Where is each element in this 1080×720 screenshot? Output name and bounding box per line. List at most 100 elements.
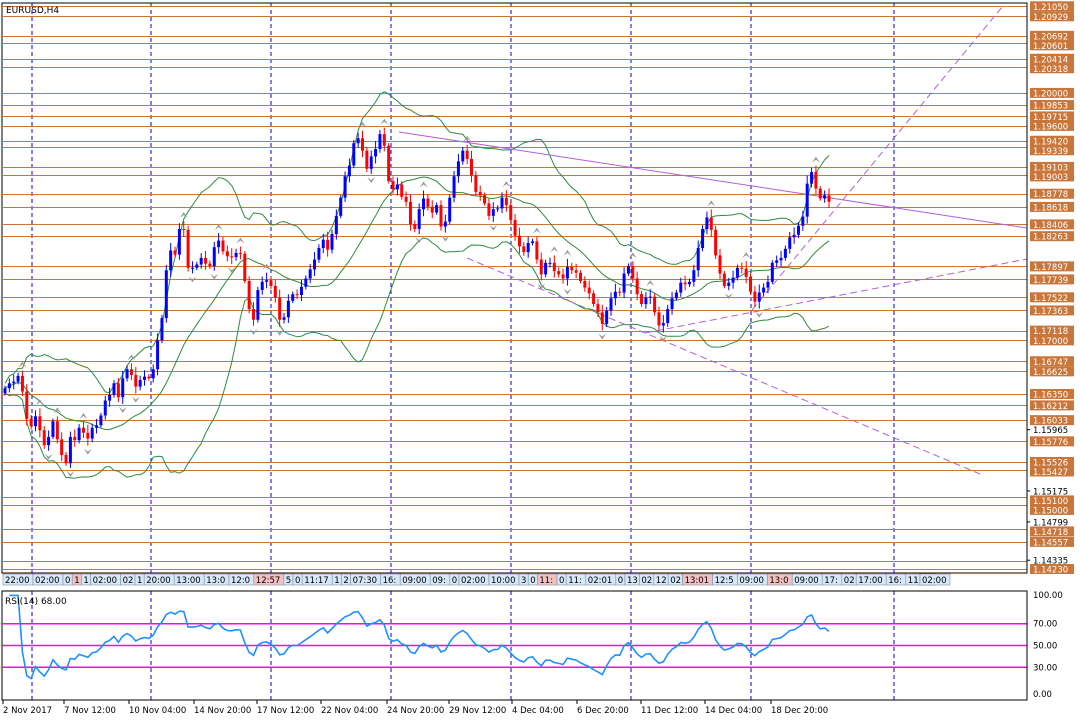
price-label: 1.20692 xyxy=(1033,32,1068,42)
candle-body xyxy=(217,240,221,248)
time-axis-label: 24 Nov 20:00 xyxy=(387,706,444,716)
candle-body xyxy=(47,436,51,446)
session-label: 1 xyxy=(74,576,79,586)
candle-body xyxy=(709,217,713,230)
candle-body xyxy=(465,150,469,159)
candle-body xyxy=(221,240,225,252)
price-label-box xyxy=(1030,456,1074,467)
price-label-box xyxy=(1030,305,1074,316)
candle-body xyxy=(195,264,199,268)
candle-body xyxy=(792,234,796,238)
candle-body xyxy=(622,273,626,293)
session-label: 09:00 xyxy=(402,576,427,586)
candle-body xyxy=(252,309,256,320)
price-label-box xyxy=(1030,135,1074,146)
session-label: 02:00 xyxy=(35,576,60,586)
candle-body xyxy=(12,381,16,384)
time-axis[interactable]: 2 Nov 2017 7 Nov 12:00 10 Nov 04:00 14 Nov … xyxy=(2,700,828,716)
price-label-box xyxy=(1030,504,1074,515)
price-label-box xyxy=(1030,335,1074,346)
candle-body xyxy=(334,215,338,234)
price-label: 1.19420 xyxy=(1033,137,1068,147)
candle-body xyxy=(613,291,617,299)
candle-body xyxy=(38,416,42,431)
candle-body xyxy=(186,229,190,268)
candle-body xyxy=(670,298,674,310)
session-label: 02 xyxy=(641,576,652,586)
price-label-box xyxy=(1030,53,1074,64)
candle-body xyxy=(635,278,639,295)
price-label-box xyxy=(1030,231,1074,242)
trend-line[interactable] xyxy=(466,257,981,475)
candle-body xyxy=(138,379,142,387)
price-label-box xyxy=(1030,436,1074,447)
trend-lines[interactable] xyxy=(398,5,1028,475)
price-label-box xyxy=(1030,274,1074,285)
price-label-box xyxy=(1030,415,1074,426)
session-label: 13:0 xyxy=(769,576,788,586)
session-label: 11:17 xyxy=(304,576,329,586)
fractal-down-icon xyxy=(131,396,140,403)
price-label-box xyxy=(1030,261,1074,272)
fractal-up-icon xyxy=(502,181,511,188)
candle-body xyxy=(526,243,530,253)
session-label: 1 xyxy=(334,576,339,586)
candle-body xyxy=(531,241,535,244)
candle-body xyxy=(626,266,630,274)
candle-body xyxy=(775,260,779,263)
session-label: 02 xyxy=(670,576,681,586)
candle-body xyxy=(714,229,718,256)
session-label: 02:00 xyxy=(922,576,947,586)
candle-body xyxy=(692,270,696,282)
price-label: 1.15427 xyxy=(1033,468,1068,478)
session-label: 0 xyxy=(559,576,564,586)
rsi-axis-label: 0.00 xyxy=(1033,690,1052,700)
candle-body xyxy=(129,369,133,376)
price-label-box xyxy=(1030,388,1074,399)
price-label: 1.20414 xyxy=(1033,55,1068,65)
candle-body xyxy=(827,195,831,202)
time-axis-label: 14 Nov 20:00 xyxy=(194,706,251,716)
trend-line[interactable] xyxy=(398,131,1028,229)
fractal-down-icon xyxy=(188,276,197,283)
price-label: 1.19103 xyxy=(1033,163,1068,173)
session-label: 17: xyxy=(824,576,838,586)
price-label-box xyxy=(1030,100,1074,111)
price-label: 1.21050 xyxy=(1033,3,1068,13)
price-label: 1.18406 xyxy=(1033,221,1068,231)
candle-body xyxy=(365,150,369,169)
candle-body xyxy=(679,282,683,293)
price-tick-label: 1.14799 xyxy=(1033,518,1068,528)
fractal-up-icon xyxy=(707,200,716,207)
fractal-down-icon xyxy=(210,273,219,280)
candle-body xyxy=(469,158,473,176)
fractal-up-icon xyxy=(127,354,136,361)
fractal-markers xyxy=(18,118,820,477)
candle-body xyxy=(544,262,548,275)
candle-body xyxy=(25,391,29,419)
session-label: 1 xyxy=(137,576,142,586)
candle-body xyxy=(552,262,556,272)
candle-body xyxy=(16,375,20,382)
candle-body xyxy=(443,221,447,227)
candle-body xyxy=(413,224,417,230)
fractal-down-icon xyxy=(415,237,424,244)
candle-body xyxy=(81,427,85,433)
candle-body xyxy=(491,209,495,216)
price-label: 1.17118 xyxy=(1033,327,1068,337)
fractal-up-icon xyxy=(419,181,428,188)
trend-line[interactable] xyxy=(644,258,1028,334)
fractal-up-icon xyxy=(811,156,820,163)
candle-body xyxy=(561,274,565,279)
price-label-box xyxy=(1030,120,1074,131)
candle-body xyxy=(173,250,177,255)
session-label: 0 xyxy=(530,576,535,586)
session-label: 2 xyxy=(343,576,348,586)
session-label: 16: xyxy=(383,576,397,586)
session-label: 5 xyxy=(286,576,291,586)
price-label-box xyxy=(1030,536,1074,547)
rsi-indicator-pane[interactable]: 100.00 70.00 50.00 30.00 0.00 xyxy=(1,590,1063,701)
